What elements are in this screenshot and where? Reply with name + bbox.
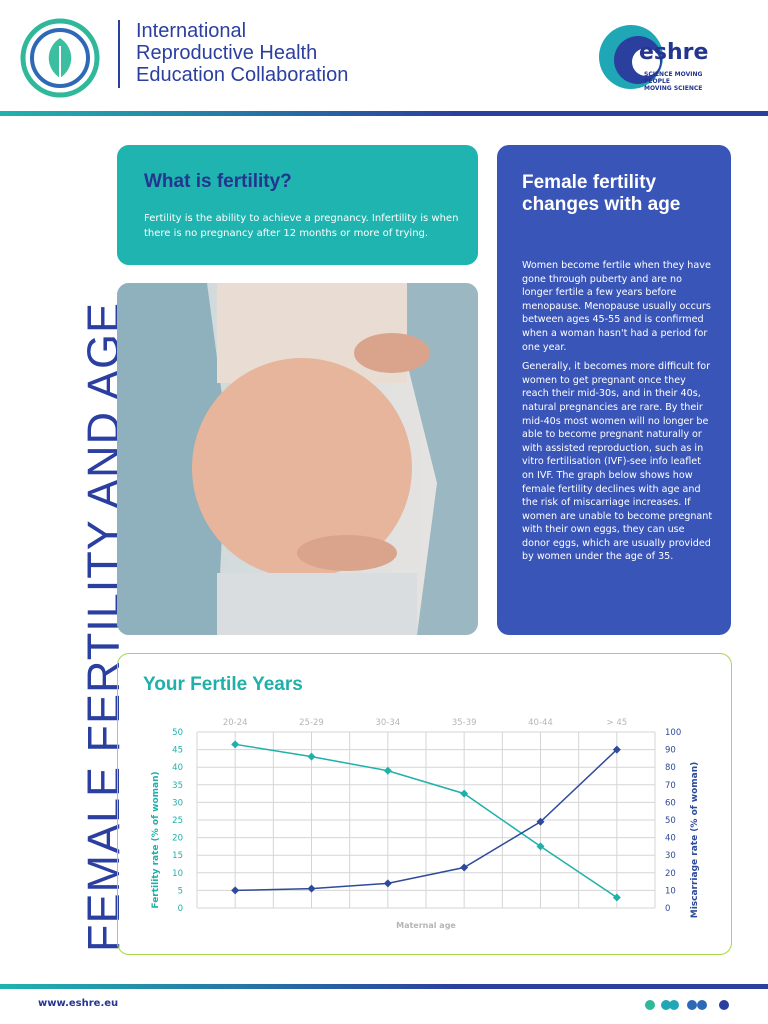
y-tick-label: 10 [172, 869, 183, 879]
data-point [231, 886, 240, 895]
data-point [231, 740, 240, 749]
footer-rule [0, 984, 768, 989]
footer-dots [645, 1000, 729, 1010]
data-point [460, 789, 469, 798]
chart-box [117, 653, 732, 955]
x-tick-label: > 45 [607, 718, 628, 728]
y2-tick-label: 100 [665, 728, 681, 738]
irhec-logo [20, 18, 100, 98]
x-tick-label: 20-24 [223, 718, 248, 728]
y-tick-label: 30 [172, 798, 183, 808]
x-tick-label: 35-39 [452, 718, 477, 728]
x-tick-label: 25-29 [299, 718, 324, 728]
y-tick-label: 20 [172, 834, 183, 844]
divider [118, 20, 120, 88]
y2-tick-label: 30 [665, 851, 676, 861]
y2-tick-label: 60 [665, 798, 676, 808]
box-paragraph: Women become fertile when they have gone… [522, 260, 711, 353]
y2-tick-label: 0 [665, 904, 670, 914]
org-line: Education Collaboration [136, 64, 349, 86]
y-tick-label: 0 [178, 904, 183, 914]
y-tick-label: 45 [172, 746, 183, 756]
what-box: What is fertility? Fertility is the abil… [117, 145, 478, 265]
data-point [612, 745, 621, 754]
y-tick-label: 35 [172, 781, 183, 791]
box-title: Female fertility changes with age [522, 172, 681, 215]
chart-title: Your Fertile Years [143, 674, 303, 695]
y2-tick-label: 50 [665, 816, 676, 826]
chart: Your Fertile Years 0 5 10 15 20 25 30 35 40 45 50 0… [143, 674, 700, 930]
header-rule [0, 111, 768, 116]
x-tick-label: 30-34 [375, 718, 400, 728]
org-name: International Reproductive Health Educat… [136, 20, 348, 86]
y-tick-label: 40 [172, 763, 183, 773]
data-point [383, 766, 392, 775]
data-point [536, 817, 545, 826]
logo-tagline: SCIENCE MOVING [644, 71, 702, 78]
y2-tick-label: 40 [665, 834, 676, 844]
y-tick-label: 50 [172, 728, 183, 738]
data-point [460, 863, 469, 872]
logo-tagline: MOVING SCIENCE [644, 85, 702, 92]
data-point [307, 752, 316, 761]
data-point [307, 884, 316, 893]
logo-name: eshre [639, 40, 708, 65]
eshre-logo: eshre SCIENCE MOVING PEOPLE MOVING SCIEN… [599, 25, 708, 92]
x-axis-label: Maternal age [396, 921, 456, 930]
y2-tick-label: 90 [665, 746, 676, 756]
org-line: International [136, 20, 247, 42]
y-axis-label: Fertility rate (% of woman) [151, 771, 161, 908]
footer-url: www.eshre.eu [38, 998, 119, 1009]
y2-axis-label: Miscarriage rate (% of woman) [690, 762, 700, 919]
box-title: What is fertility? [144, 171, 292, 192]
age-box: Female fertility changes with age Women … [497, 145, 731, 635]
data-point [383, 879, 392, 888]
org-line: Reproductive Health [136, 42, 318, 64]
box-paragraph: Generally, it becomes more difficult for… [522, 361, 713, 563]
box-text: Fertility is the ability to achieve a pr… [144, 213, 459, 239]
y-tick-label: 25 [172, 816, 183, 826]
y2-tick-label: 10 [665, 886, 676, 896]
y2-tick-label: 80 [665, 763, 676, 773]
y2-tick-label: 20 [665, 869, 676, 879]
data-point [536, 842, 545, 851]
series-line [235, 743, 618, 899]
x-tick-label: 40-44 [528, 718, 553, 728]
series-line [235, 749, 618, 892]
data-point [612, 893, 621, 902]
photo [117, 283, 478, 635]
y-tick-label: 5 [178, 886, 183, 896]
y-tick-label: 15 [172, 851, 183, 861]
y2-tick-label: 70 [665, 781, 676, 791]
logo-tagline: PEOPLE [644, 78, 670, 85]
